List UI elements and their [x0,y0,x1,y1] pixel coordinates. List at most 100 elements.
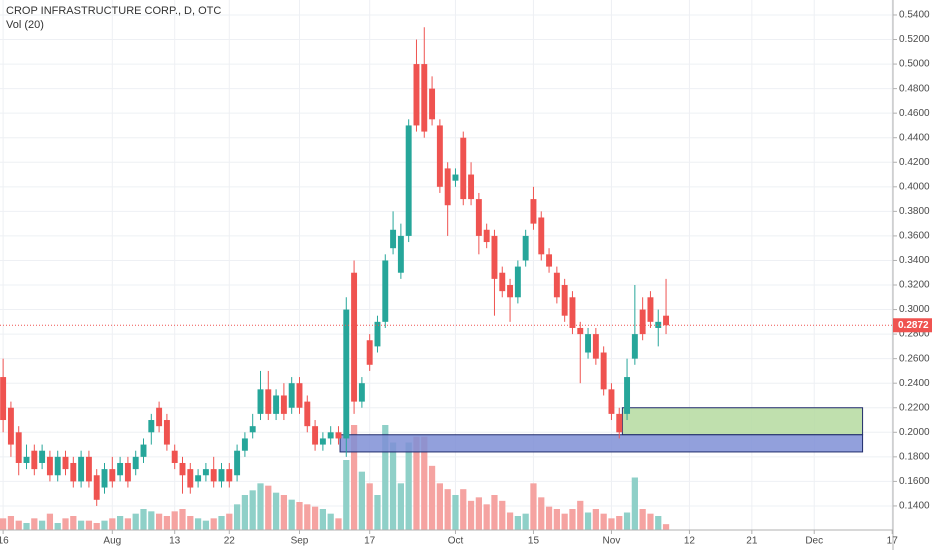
x-tick-label: 12 [684,536,696,547]
candle-body [288,383,295,408]
candle-body [15,432,22,463]
candle-body [507,285,514,298]
candle-body [444,168,451,206]
y-tick-label: 0.1600 [899,476,930,487]
volume-bar [210,518,217,530]
candle-body [351,272,358,402]
x-tick-label: 15 [528,536,540,547]
volume-bar [655,516,662,530]
x-tick-label: 13 [169,536,181,547]
volume-bar [194,518,202,530]
volume-bar [241,495,249,530]
candle-body [109,469,116,482]
candle-body [210,469,217,482]
volume-bar [530,483,537,530]
candle-body [382,260,389,322]
y-tick-label: 0.4400 [899,132,930,143]
candle-body [663,315,670,326]
candle-body [405,125,412,236]
candle-body [397,235,404,273]
x-tick-label: 17 [364,536,376,547]
y-tick-label: 0.5400 [899,10,930,21]
volume-bar [23,523,30,530]
volume-bar [319,509,327,530]
candle-body [179,462,186,476]
candle-body [569,297,576,328]
candle-body [624,377,631,414]
candle-body [468,174,475,200]
candle-body [31,450,38,470]
candle-body [452,174,459,181]
candle-body [483,229,490,243]
volume-bar [639,509,646,530]
y-tick-label: 0.3400 [899,255,930,266]
volume-bar [662,524,670,530]
candle-body [639,309,646,335]
volume-bar [506,512,514,530]
candle-body [23,456,30,463]
volume-bar [280,495,288,530]
candle-body [585,334,592,353]
candle-body [304,401,311,427]
candle-body [249,426,256,433]
candle-body [522,235,529,261]
volume-bar [311,506,319,530]
volume-bar [46,513,54,530]
y-tick-label: 0.3600 [899,231,930,242]
candle-body [93,475,100,500]
y-tick-label: 0.2200 [899,402,930,413]
volume-bar [616,516,623,530]
volume-bar [272,492,280,530]
volume-bar [109,518,116,530]
volume-bar [413,436,420,530]
volume-bar [350,425,358,530]
candle-body [429,88,436,120]
volume-bar [116,516,124,530]
candle-body [592,334,599,359]
candle-body [319,438,326,445]
candle-body [390,229,397,249]
volume-bar [327,513,334,530]
candle-body [475,199,482,236]
x-tick-label: Aug [103,536,121,547]
candle-body [273,395,280,414]
candle-body [117,462,124,476]
volume-bar [436,483,443,530]
volume-bar [545,506,553,530]
candle-body [530,199,537,224]
candle-body [218,469,225,482]
y-tick-label: 0.4800 [899,83,930,94]
volume-bar [631,477,638,530]
volume-bar [553,509,560,530]
candle-body [148,420,155,433]
candle-body [553,272,560,298]
volume-bar [288,499,295,530]
x-tick-label: 17 [887,536,899,547]
x-tick-label: 16 [0,536,9,547]
last-price-label: 0.2872 [898,320,929,331]
volume-bar [148,511,155,530]
volume-bar [647,513,654,530]
volume-bar [421,436,428,530]
volume-bar [499,500,506,530]
candle-body [366,340,373,365]
candle-body [54,456,61,476]
candle-body [257,389,264,414]
x-tick-label: Nov [603,536,621,547]
volume-bar [382,425,389,530]
volume-bar [218,516,225,530]
volume-bar [366,483,373,530]
volume-bar [623,512,631,530]
volume-bar [358,471,365,530]
candle-body [195,475,202,482]
volume-bar [475,497,482,530]
candle-body [499,272,506,292]
volume-bar [374,495,381,530]
volume-bar [187,516,194,530]
volume-bar [124,518,132,530]
y-tick-label: 0.4600 [899,108,930,119]
volume-bar [77,520,85,530]
candle-body [202,469,209,476]
y-tick-label: 0.2600 [899,353,930,364]
